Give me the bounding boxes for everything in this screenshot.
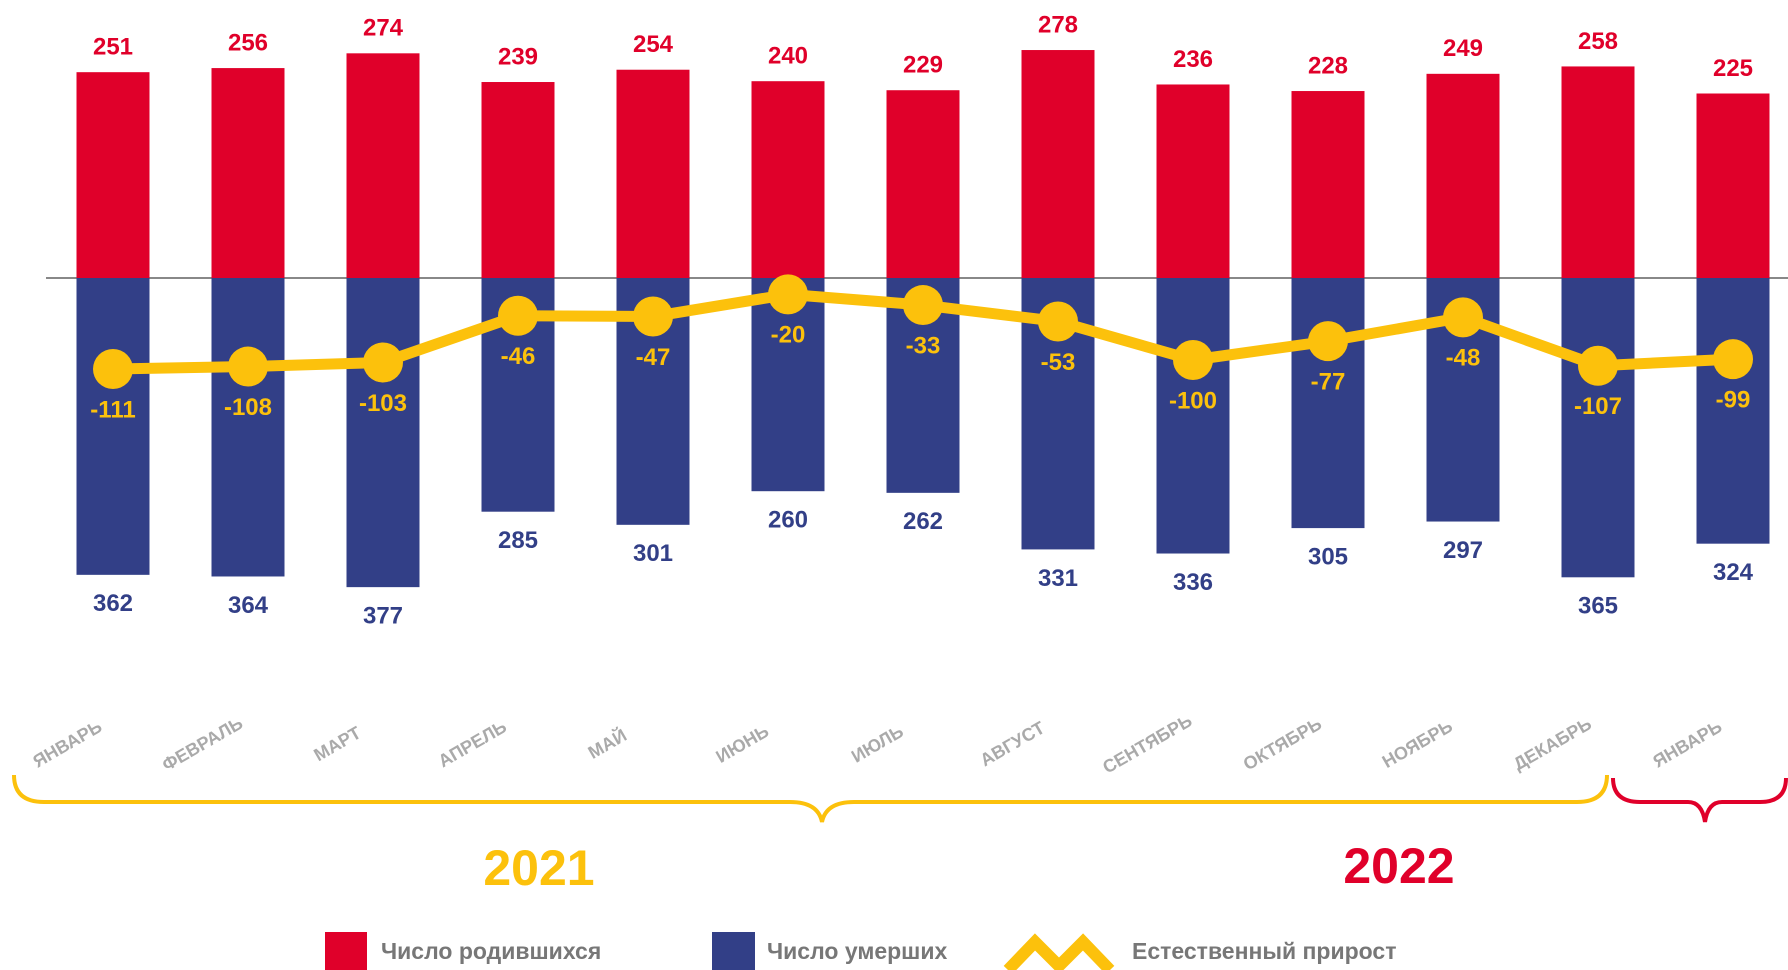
- legend-swatch: [325, 932, 367, 970]
- legend-label: Число родившихся: [381, 938, 601, 964]
- legend-swatch: [1003, 933, 1115, 970]
- data-label: 331: [1038, 565, 1078, 592]
- bar: [211, 68, 285, 278]
- group-label: 2022: [1343, 838, 1454, 894]
- data-label: -48: [1446, 345, 1481, 372]
- legend-label: Естественный прирост: [1132, 938, 1396, 964]
- point: [498, 295, 538, 336]
- data-label: -111: [90, 396, 135, 423]
- point: [1578, 345, 1618, 386]
- data-label: -46: [501, 343, 536, 370]
- bar: [1291, 278, 1365, 529]
- data-label: -20: [771, 322, 806, 349]
- point: [633, 296, 673, 337]
- point: [363, 342, 403, 383]
- data-label: 285: [498, 527, 538, 554]
- data-label: 364: [228, 592, 269, 619]
- bar: [76, 72, 150, 279]
- legend: Число родившихся Число умерших Естествен…: [325, 932, 1396, 970]
- data-label: -108: [224, 394, 272, 421]
- point: [228, 346, 268, 387]
- bar: [1561, 278, 1635, 578]
- bar: [616, 69, 690, 278]
- data-label: -103: [359, 390, 407, 417]
- data-label: 236: [1173, 46, 1213, 73]
- point: [1038, 301, 1078, 342]
- data-label: 377: [363, 602, 403, 629]
- data-label: 301: [633, 540, 673, 567]
- data-label: 274: [363, 15, 404, 42]
- data-label: -77: [1311, 368, 1346, 395]
- data-label: 254: [633, 31, 674, 58]
- bar: [211, 278, 285, 577]
- data-label: 249: [1443, 35, 1483, 62]
- data-label: -99: [1716, 387, 1751, 414]
- bar: [1561, 66, 1635, 278]
- bar: [1426, 73, 1500, 278]
- x-tick-label: ОКТЯБРЬ: [1240, 713, 1325, 774]
- bar: [1021, 50, 1095, 278]
- point: [1443, 297, 1483, 338]
- brace-2021: [12, 774, 1609, 823]
- data-label: -107: [1574, 393, 1622, 420]
- data-label: 262: [903, 508, 943, 535]
- group-label: 2021: [483, 840, 594, 896]
- point: [1308, 321, 1348, 362]
- legend-swatch: [712, 932, 755, 970]
- data-label: 365: [1578, 593, 1618, 620]
- data-label: 260: [768, 507, 808, 534]
- data-label: 258: [1578, 28, 1618, 55]
- bar: [346, 278, 420, 588]
- data-label: 239: [498, 43, 538, 70]
- x-tick-label: ЯНВАРЬ: [29, 716, 105, 771]
- x-tick-label: МАРТ: [310, 723, 364, 766]
- data-label: 305: [1308, 543, 1348, 570]
- data-label: 297: [1443, 537, 1483, 564]
- bar: [1696, 93, 1770, 278]
- data-label: 324: [1713, 559, 1754, 586]
- point: [93, 349, 133, 390]
- x-tick-label: АПРЕЛЬ: [435, 716, 510, 771]
- data-label: 362: [93, 590, 133, 617]
- point: [1173, 340, 1213, 380]
- data-label: 336: [1173, 569, 1213, 596]
- bar: [751, 81, 825, 278]
- data-label: -47: [636, 344, 671, 371]
- bar: [76, 278, 150, 575]
- x-tick-label: НОЯБРЬ: [1379, 716, 1456, 772]
- bar: [1696, 278, 1770, 544]
- brace-2022: [1611, 777, 1788, 823]
- x-tick-label: ИЮЛЬ: [848, 721, 907, 767]
- x-tick-label: АВГУСТ: [977, 718, 1048, 771]
- point: [1713, 339, 1753, 380]
- data-label: 228: [1308, 52, 1348, 79]
- bar: [346, 53, 420, 278]
- x-tick-label: ФЕВРАЛЬ: [159, 713, 247, 775]
- data-label: -100: [1169, 387, 1217, 414]
- data-label: 256: [228, 29, 268, 56]
- data-label: -53: [1041, 349, 1076, 376]
- bar: [886, 90, 960, 278]
- data-label: 278: [1038, 11, 1078, 38]
- point: [768, 274, 808, 315]
- legend-label: Число умерших: [767, 938, 947, 964]
- x-tick-label: СЕНТЯБРЬ: [1099, 710, 1195, 777]
- bar: [1156, 278, 1230, 554]
- x-tick-label: ДЕКАБРЬ: [1510, 714, 1595, 775]
- x-tick-label: МАЙ: [584, 724, 630, 763]
- x-tick-label: ЯНВАРЬ: [1649, 716, 1725, 771]
- bar: [1291, 91, 1365, 278]
- x-tick-label: ИЮНЬ: [713, 721, 773, 767]
- data-label: -33: [906, 332, 941, 359]
- bar: [1156, 84, 1230, 278]
- data-label: 240: [768, 43, 808, 70]
- data-label: 251: [93, 34, 133, 61]
- point: [903, 285, 943, 326]
- data-label: 229: [903, 52, 943, 79]
- bar: [481, 82, 555, 279]
- data-label: 225: [1713, 55, 1753, 82]
